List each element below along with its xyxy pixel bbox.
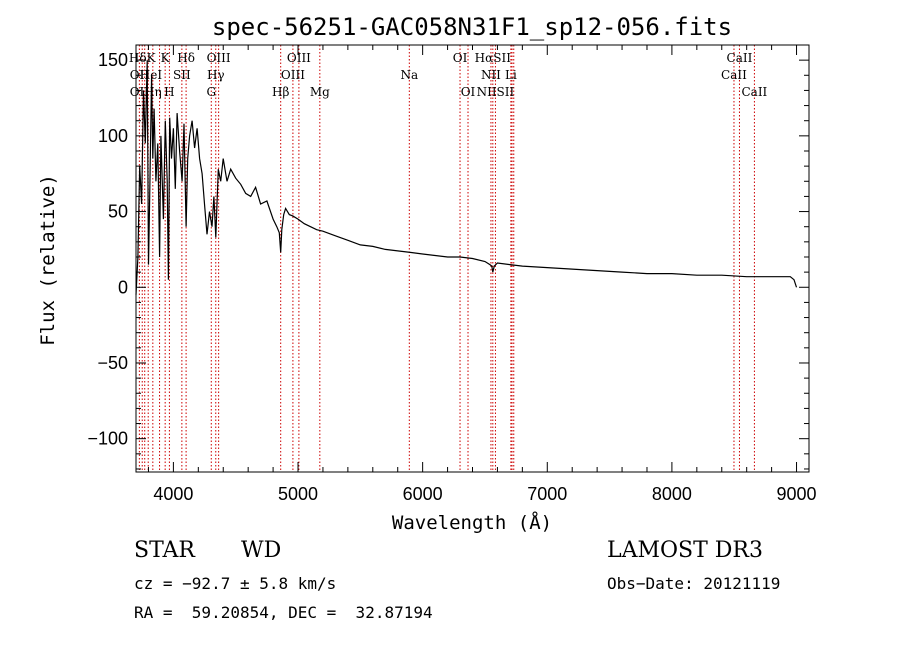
x-axis-label: Wavelength (Å) [392, 511, 552, 534]
marker-label: OII [130, 85, 150, 99]
marker-label: Hη [144, 85, 162, 99]
marker-label: Hγ [207, 68, 225, 82]
y-tick-label: 50 [108, 202, 128, 222]
obs-date: Obs−Date: 20121119 [607, 574, 781, 593]
survey-name: LAMOST DR3 [607, 538, 763, 563]
marker-label: OI [461, 85, 476, 99]
x-tick-label: 5000 [278, 484, 318, 504]
marker-label: Hβ [272, 85, 289, 99]
object-class: STAR [134, 538, 195, 563]
y-axis: −100 −50 0 50 100 150 [87, 44, 809, 470]
marker-label: NII [481, 68, 501, 82]
marker-label: Li [505, 68, 517, 82]
marker-label: CaII [721, 68, 747, 82]
y-tick-label: −100 [87, 429, 128, 449]
marker-label: Hδ [177, 51, 195, 65]
y-axis-label: Flux (relative) [37, 174, 59, 346]
marker-label: Mg [310, 85, 330, 99]
redshift-cz: cz = −92.7 ± 5.8 km/s [134, 574, 337, 593]
marker-label: CaII [727, 51, 753, 65]
marker-label: H [164, 85, 174, 99]
marker-label: G [206, 85, 216, 99]
object-subclass: WD [241, 538, 282, 563]
x-tick-label: 8000 [652, 484, 692, 504]
y-tick-label: 100 [98, 126, 128, 146]
marker-label: OIII [281, 68, 305, 82]
marker-label: K [161, 51, 171, 65]
x-tick-label: 6000 [403, 484, 443, 504]
x-tick-label: 4000 [153, 484, 193, 504]
marker-label: HαSII [475, 51, 512, 65]
x-tick-label: 7000 [527, 484, 567, 504]
marker-label: CaII [741, 85, 767, 99]
y-tick-label: 150 [98, 50, 128, 70]
marker-label: OIII [207, 51, 231, 65]
ra-dec: RA = 59.20854, DEC = 32.87194 [134, 603, 433, 622]
spectrum-line [135, 60, 798, 295]
x-axis: 4000 5000 6000 7000 8000 9000 [147, 45, 817, 504]
marker-label: OIII [287, 51, 311, 65]
y-tick-label: 0 [118, 277, 128, 297]
marker-label: HeI [140, 68, 163, 82]
chart-title: spec-56251-GAC058N31F1_sp12-056.fits [212, 13, 732, 41]
marker-label: SII [173, 68, 191, 82]
marker-lines [138, 45, 755, 472]
x-tick-label: 9000 [777, 484, 817, 504]
marker-label: NIISII [477, 85, 515, 99]
marker-label: Na [400, 68, 418, 82]
y-tick-label: −50 [97, 353, 128, 373]
marker-label: HδK [129, 51, 157, 65]
marker-label: OI [453, 51, 468, 65]
